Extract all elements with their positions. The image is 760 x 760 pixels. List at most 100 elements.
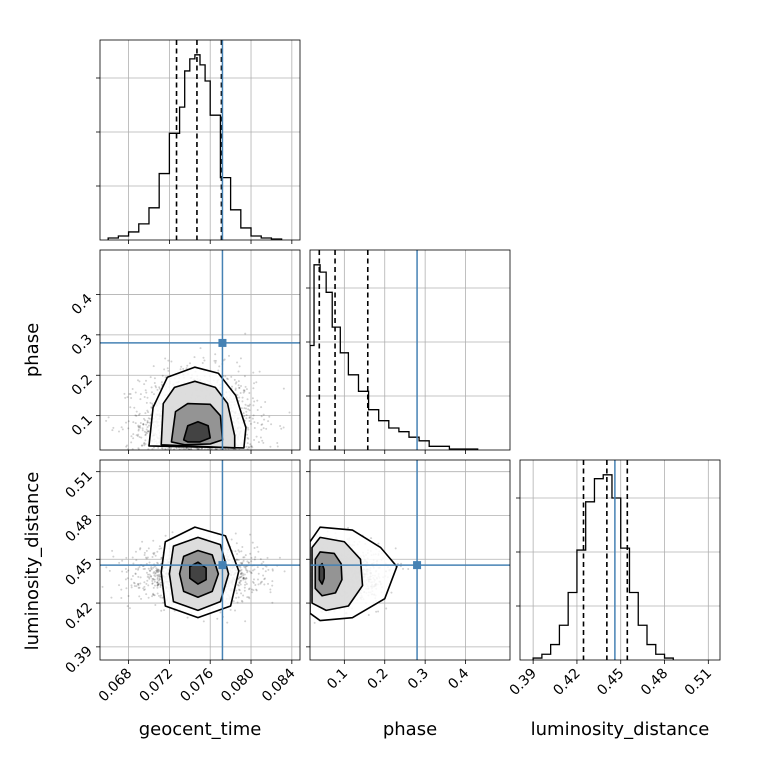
sample-point xyxy=(154,554,157,557)
sample-point xyxy=(110,596,113,599)
sample-point xyxy=(250,571,253,574)
sample-point xyxy=(155,569,158,572)
sample-point xyxy=(130,584,133,587)
sample-point xyxy=(259,582,262,585)
density-fill xyxy=(183,421,211,442)
histogram-step-geocent_time xyxy=(107,54,283,240)
sample-point xyxy=(241,600,244,603)
sample-point xyxy=(153,594,156,597)
sample-point xyxy=(143,585,146,588)
sample-point xyxy=(253,427,256,430)
sample-point xyxy=(159,586,162,589)
sample-point xyxy=(118,584,121,587)
sample-point xyxy=(139,426,142,429)
sample-point xyxy=(241,561,244,564)
sample-point xyxy=(158,387,161,390)
x-tick-label-geocent_time: 0.084 xyxy=(259,665,299,705)
sample-point xyxy=(243,573,246,576)
sample-point xyxy=(214,359,217,362)
sample-point xyxy=(242,577,245,580)
sample-point xyxy=(151,582,154,585)
sample-point xyxy=(150,568,153,571)
sample-point xyxy=(166,367,169,370)
sample-point xyxy=(210,447,213,450)
sample-point xyxy=(244,578,247,581)
sample-point xyxy=(159,594,162,597)
sample-point xyxy=(153,580,156,583)
sample-point xyxy=(260,423,263,426)
sample-point xyxy=(259,436,262,439)
sample-point xyxy=(244,385,247,388)
sample-point xyxy=(245,433,248,436)
sample-point xyxy=(261,439,264,442)
sample-point xyxy=(160,383,163,386)
sample-point xyxy=(240,407,243,410)
sample-point xyxy=(247,561,250,564)
sample-point xyxy=(377,610,380,613)
sample-point xyxy=(132,562,135,565)
sample-point xyxy=(237,370,240,373)
sample-point xyxy=(237,559,240,562)
sample-point xyxy=(137,568,140,571)
sample-point xyxy=(202,356,205,359)
sample-point xyxy=(271,569,274,572)
sample-point xyxy=(159,581,162,584)
panel-frame xyxy=(99,459,301,661)
sample-point xyxy=(260,428,263,431)
sample-point xyxy=(151,402,154,405)
histogram-step-luminosity_distance xyxy=(532,474,674,660)
sample-point xyxy=(111,549,114,552)
sample-point xyxy=(143,551,146,554)
sample-point xyxy=(227,354,230,357)
sample-point xyxy=(203,448,206,450)
sample-point xyxy=(137,425,140,428)
sample-point xyxy=(197,447,200,450)
sample-point xyxy=(155,567,158,570)
sample-point xyxy=(142,417,145,420)
sample-point xyxy=(265,427,268,430)
y-tick-label-phase: 0.1 xyxy=(69,412,96,439)
sample-point xyxy=(219,611,222,614)
contour-line xyxy=(148,366,247,449)
sample-point xyxy=(124,396,127,399)
sample-point xyxy=(238,396,241,399)
sample-point xyxy=(143,383,146,386)
sample-point xyxy=(151,593,154,596)
sample-point xyxy=(259,558,262,561)
sample-point xyxy=(164,448,167,450)
sample-point xyxy=(160,609,163,612)
sample-point xyxy=(253,421,256,424)
sample-point xyxy=(182,447,185,450)
sample-point xyxy=(239,575,242,578)
sample-point xyxy=(250,445,253,448)
sample-point xyxy=(153,574,156,577)
sample-point xyxy=(158,547,161,550)
panel-frame xyxy=(99,39,301,241)
sample-point xyxy=(149,401,152,404)
sample-point xyxy=(144,443,147,446)
sample-point xyxy=(250,572,253,575)
sample-point xyxy=(159,584,162,587)
sample-point xyxy=(240,575,243,578)
sample-point xyxy=(239,583,242,586)
sample-point xyxy=(230,375,233,378)
sample-point xyxy=(133,582,136,585)
sample-point xyxy=(120,588,123,591)
sample-point xyxy=(143,588,146,591)
sample-point xyxy=(120,596,123,599)
sample-point xyxy=(145,391,148,394)
sample-point xyxy=(242,559,245,562)
sample-point xyxy=(243,389,246,392)
sample-point xyxy=(150,406,153,409)
sample-point xyxy=(152,577,155,580)
sample-point xyxy=(243,556,246,559)
sample-point xyxy=(108,569,111,572)
sample-point xyxy=(126,444,129,447)
sample-point xyxy=(153,578,156,581)
sample-point xyxy=(238,581,241,584)
sample-point xyxy=(256,399,259,402)
sample-point xyxy=(121,428,124,431)
sample-point xyxy=(147,547,150,550)
sample-point xyxy=(258,370,261,373)
sample-point xyxy=(367,613,370,616)
